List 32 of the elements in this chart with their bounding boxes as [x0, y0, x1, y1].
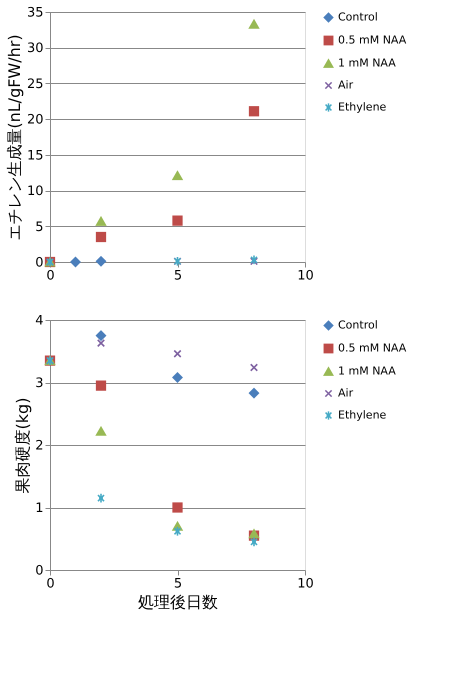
x-tick-label: 0: [46, 268, 55, 284]
y-tick-label: 5: [35, 220, 44, 235]
x-tick-label: 0: [46, 576, 55, 592]
y-tick-label: 2: [35, 438, 44, 454]
legend-label: Ethylene: [338, 408, 387, 422]
x-tick-label: 10: [297, 268, 314, 284]
x-tick-label: 10: [297, 576, 314, 592]
x-tick-label: 5: [174, 576, 182, 592]
y-tick-label: 30: [26, 41, 44, 56]
y-tick-label: 3: [35, 376, 44, 391]
y-tick-label: 35: [26, 6, 44, 20]
y-tick-label: 10: [26, 184, 44, 200]
legend-label: Ethylene: [338, 100, 387, 114]
y-tick-label: 0: [35, 256, 44, 270]
legend-label: 0.5 mM NAA: [338, 342, 407, 354]
y-tick-label: 20: [26, 112, 44, 128]
legend-label: Air: [338, 386, 354, 400]
legend-label: Control: [338, 318, 378, 332]
y-tick-label: 1: [35, 501, 44, 516]
x-axis-title: 処理後日数: [138, 592, 218, 612]
legend-label: 0.5 mM NAA: [338, 34, 407, 46]
legend-label: 1 mM NAA: [338, 56, 396, 70]
x-tick-label: 5: [174, 268, 182, 284]
legend-label: Air: [338, 78, 354, 92]
y-axis-title: 果肉硬度(kg): [13, 398, 32, 494]
legend-label: 1 mM NAA: [338, 364, 396, 378]
legend-label: Control: [338, 10, 378, 24]
y-tick-label: 15: [26, 148, 44, 164]
y-tick-label: 4: [35, 314, 44, 328]
y-axis-title: エチレン生成量(nL/gFW/hr): [4, 34, 24, 241]
y-tick-label: 25: [26, 76, 44, 92]
y-tick-label: 0: [35, 564, 44, 578]
